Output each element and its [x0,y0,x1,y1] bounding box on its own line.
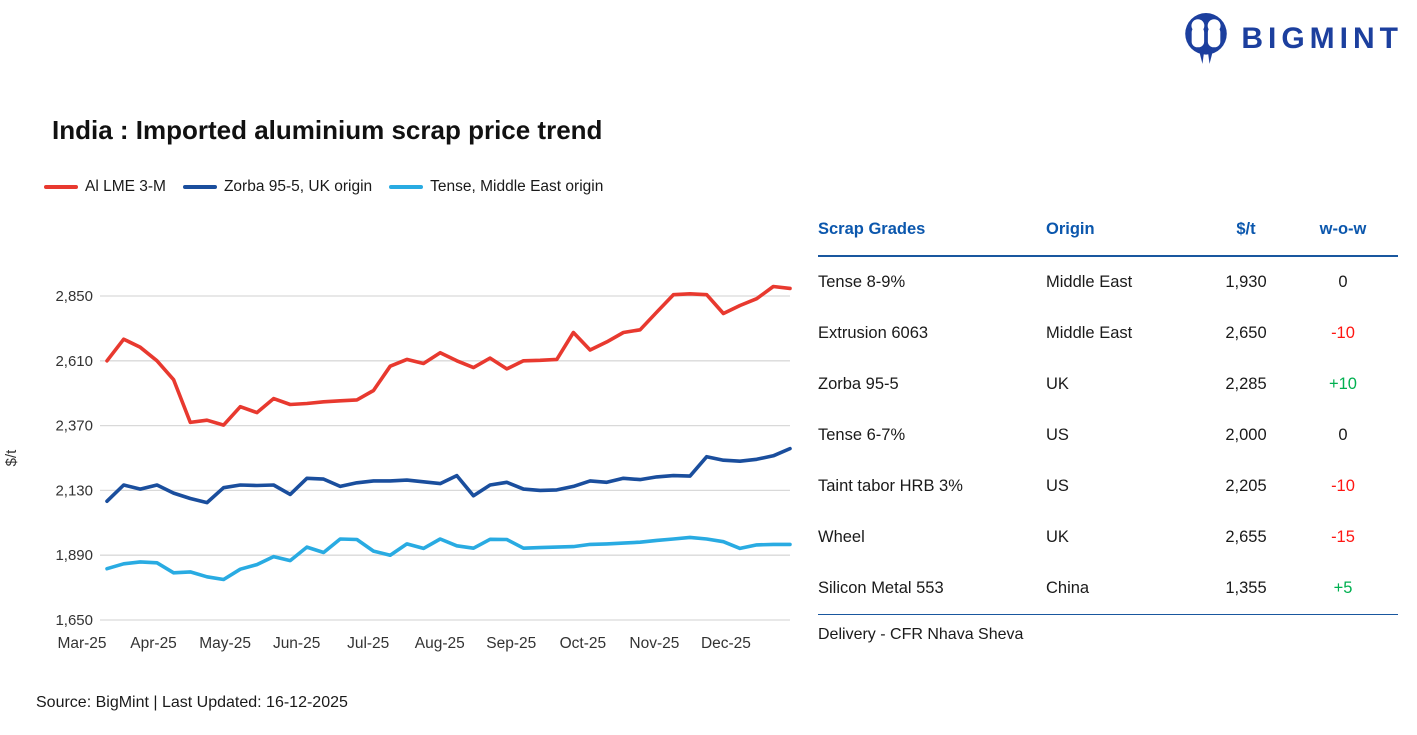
cell-price: 2,655 [1225,528,1267,546]
source-note: Source: BigMint | Last Updated: 16-12-20… [36,694,348,711]
cell-grade: Wheel [818,528,865,546]
y-tick-label: 1,890 [55,547,93,564]
cell-grade: Tense 8-9% [818,273,906,291]
x-tick-label: Mar-25 [57,635,106,652]
x-tick-label: May-25 [199,635,251,652]
cell-grade: Silicon Metal 553 [818,579,944,597]
table-header: Scrap Grades Origin $/t w-o-w [818,214,1398,257]
table-header-row: Scrap Grades Origin $/t w-o-w [818,214,1398,255]
y-axis-title: $/t [3,449,20,467]
table-row: Tense 8-9% Middle East 1,930 0 [818,257,1398,308]
legend-label: Al LME 3-M [85,178,166,195]
table-row: Extrusion 6063 Middle East 2,650 -10 [818,308,1398,359]
table-header-cell: Origin [1046,220,1095,238]
legend-label: Zorba 95-5, UK origin [223,178,373,195]
y-tick-label: 2,370 [55,418,93,435]
legend-item-2: Zorba 95-5, UK origin [182,178,373,196]
price-chart: 1,650 1,890 2,130 2,370 2,610 2,850 Mar-25 Apr-… [3,284,792,652]
brand-logo: BIGMINT [1181,12,1403,66]
line-series-3 [105,535,792,582]
table-header-cell: w-o-w [1319,220,1367,238]
cell-wow: -10 [1331,477,1355,495]
cell-origin: US [1046,426,1069,444]
legend-swatch [389,185,424,189]
chart-legend: Al LME 3-M Zorba 95-5, UK origin Tense, Mi… [44,178,603,196]
cell-grade: Extrusion 6063 [818,324,929,342]
cell-origin: UK [1046,375,1069,393]
legend-swatch [44,185,78,189]
cell-price: 1,930 [1225,273,1267,291]
line-series-2 [105,446,792,505]
y-tick-label: 2,850 [55,288,93,305]
x-tick-label: Jun-25 [273,635,320,652]
cell-wow: 0 [1338,426,1348,444]
table-row: Silicon Metal 553 China 1,355 +5 [818,563,1398,614]
cell-grade: Tense 6-7% [818,426,906,444]
y-tick-label: 2,130 [55,482,93,499]
chart-area: 1,650 1,890 2,130 2,370 2,610 2,850 Mar-25 Apr-… [0,225,800,680]
cell-origin: Middle East [1046,324,1133,342]
cell-origin: UK [1046,528,1069,546]
x-tick-label: Jul-25 [347,635,389,652]
cell-price: 2,285 [1225,375,1267,393]
x-tick-label: Dec-25 [701,635,751,652]
cell-price: 1,355 [1225,579,1267,597]
legend-swatch [182,185,217,189]
legend-label: Tense, Middle East origin [430,178,604,195]
cell-wow: -15 [1331,528,1355,546]
page-title: India : Imported aluminium scrap price t… [52,115,603,146]
cell-wow: 0 [1338,273,1348,291]
table-row: Taint tabor HRB 3% US 2,205 -10 [818,461,1398,512]
table-footnote: Delivery - CFR Nhava Sheva [818,614,1398,644]
table-body: Tense 8-9% Middle East 1,930 0 Extrusion 606… [818,257,1398,614]
table-row: Wheel UK 2,655 -15 [818,512,1398,563]
cell-grade: Taint tabor HRB 3% [818,477,963,495]
legend-item-1: Al LME 3-M [44,178,166,196]
cell-price: 2,650 [1225,324,1267,342]
x-tick-label: Oct-25 [560,635,607,652]
cell-wow: -10 [1331,324,1355,342]
x-tick-label: Apr-25 [130,635,177,652]
cell-grade: Zorba 95-5 [818,375,899,393]
cell-wow: +10 [1329,375,1357,393]
table-header-cell: Scrap Grades [818,220,926,238]
table-row: Tense 6-7% US 2,000 0 [818,410,1398,461]
cell-origin: Middle East [1046,273,1133,291]
y-tick-label: 2,610 [55,353,93,370]
line-series-1 [105,284,792,427]
cell-origin: US [1046,477,1069,495]
y-tick-label: 1,650 [55,612,93,629]
bigmint-logo-icon [1185,13,1228,64]
cell-price: 2,000 [1225,426,1267,444]
x-tick-label: Nov-25 [629,635,679,652]
table-header-cell: $/t [1236,220,1256,238]
price-table: Scrap Grades Origin $/t w-o-w Tense 8-9% Mid… [818,214,1398,644]
brand-name: BIGMINT [1241,22,1403,55]
table-row: Zorba 95-5 UK 2,285 +10 [818,359,1398,410]
cell-origin: China [1046,579,1090,597]
cell-price: 2,205 [1225,477,1267,495]
legend-item-3: Tense, Middle East origin [389,178,603,196]
cell-wow: +5 [1333,579,1353,597]
x-tick-label: Aug-25 [415,635,465,652]
x-tick-label: Sep-25 [486,635,536,652]
